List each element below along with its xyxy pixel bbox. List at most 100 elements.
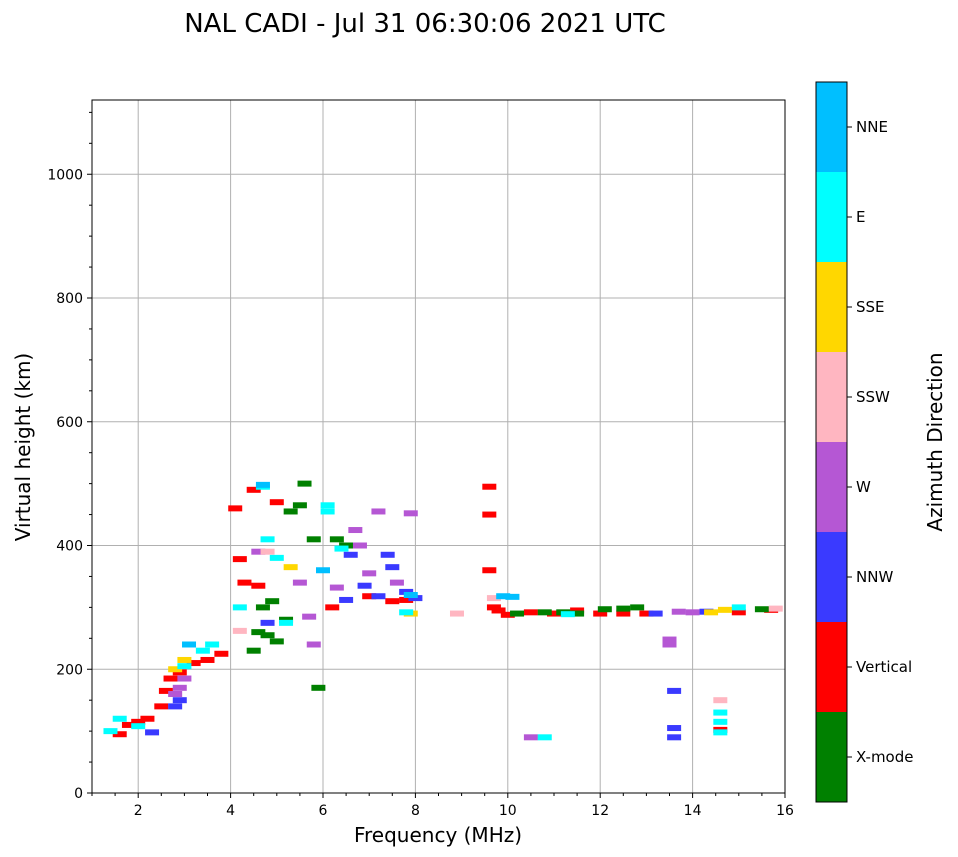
- data-point-w: [302, 613, 317, 620]
- colorbar-category-label: NNW: [856, 568, 893, 586]
- data-point-x-mode: [311, 684, 326, 691]
- colorbar-category-label: Vertical: [856, 658, 912, 676]
- data-point-nnw: [667, 725, 682, 732]
- data-point-sse: [177, 656, 192, 663]
- x-tick-label: 14: [684, 803, 702, 819]
- data-point-x-mode: [570, 610, 585, 617]
- x-tick-label: 6: [319, 803, 328, 819]
- data-point-ssw: [449, 610, 464, 617]
- colorbar-category-label: X-mode: [856, 748, 913, 766]
- data-point-w: [662, 641, 677, 648]
- colorbar-segment: [816, 172, 847, 262]
- data-point-e: [131, 723, 146, 730]
- colorbar-segment: [816, 82, 847, 172]
- data-point-nnw: [380, 551, 395, 558]
- x-tick-label: 16: [776, 803, 794, 819]
- y-tick-label: 1000: [47, 167, 83, 183]
- data-point-sse: [283, 564, 298, 571]
- data-point-nnw: [667, 734, 682, 741]
- data-point-sse: [704, 609, 719, 616]
- data-point-nne: [182, 641, 197, 648]
- data-point-vertical: [232, 556, 247, 563]
- colorbar-segment: [816, 532, 847, 622]
- x-axis-label: Frequency (MHz): [354, 823, 522, 847]
- colorbar-segment: [816, 352, 847, 442]
- colorbar-segment: [816, 262, 847, 352]
- data-point-nne: [505, 593, 520, 600]
- chart-title: NAL CADI - Jul 31 06:30:06 2021 UTC: [184, 9, 666, 39]
- x-tick-label: 8: [411, 803, 420, 819]
- data-point-e: [713, 718, 728, 725]
- data-point-vertical: [237, 579, 252, 586]
- colorbar-category-label: E: [856, 208, 865, 226]
- data-point-x-mode: [279, 616, 294, 623]
- data-point-w: [671, 608, 686, 615]
- data-point-w: [348, 527, 363, 534]
- data-point-vertical: [163, 675, 178, 682]
- data-point-x-mode: [630, 604, 645, 611]
- colorbar-frame: [815, 81, 848, 803]
- data-point-x-mode: [265, 598, 280, 605]
- y-tick-label: 200: [56, 662, 83, 678]
- y-tick-label: 400: [56, 539, 83, 555]
- data-point-w: [371, 508, 386, 515]
- data-point-w: [329, 584, 344, 591]
- data-point-vertical: [200, 656, 215, 663]
- data-point-vertical: [251, 582, 266, 589]
- x-tick-label: 12: [591, 803, 609, 819]
- data-point-vertical: [486, 604, 501, 611]
- data-point-w: [168, 691, 183, 697]
- data-point-vertical: [482, 511, 497, 518]
- data-point-e: [232, 604, 247, 611]
- data-point-x-mode: [269, 638, 284, 645]
- data-point-e: [103, 728, 118, 735]
- data-point-vertical: [500, 611, 515, 618]
- x-tick-label: 4: [226, 803, 235, 819]
- data-point-w: [172, 684, 187, 691]
- data-point-vertical: [731, 609, 746, 616]
- data-point-nnw: [172, 697, 187, 704]
- data-point-x-mode: [246, 647, 261, 654]
- data-point-ssw: [713, 697, 728, 704]
- data-point-w: [403, 510, 418, 517]
- data-point-x-mode: [306, 536, 321, 543]
- data-point-ssw: [768, 605, 783, 612]
- data-point-sse: [168, 666, 183, 673]
- y-tick-label: 0: [74, 786, 83, 802]
- data-point-nne: [496, 593, 511, 600]
- data-point-vertical: [616, 610, 631, 617]
- data-point-w: [251, 548, 266, 555]
- colorbar-category-label: NNE: [856, 118, 888, 136]
- data-point-nnw: [260, 619, 275, 626]
- data-point-e: [269, 554, 284, 561]
- data-point-w: [389, 579, 404, 586]
- data-point-x-mode: [537, 609, 552, 616]
- data-point-e: [731, 604, 746, 611]
- data-point-e: [112, 715, 127, 722]
- data-point-vertical: [482, 567, 497, 574]
- data-point-nnw: [357, 582, 372, 589]
- data-point-nnw: [408, 595, 423, 602]
- colorbar-segment: [816, 622, 847, 712]
- colorbar-segment: [816, 712, 847, 802]
- data-point-e: [320, 502, 335, 509]
- data-point-ssw: [232, 627, 247, 634]
- data-point-ssw: [486, 595, 501, 602]
- data-point-vertical: [570, 607, 585, 614]
- data-point-w: [292, 579, 307, 586]
- x-tick-label: 10: [499, 803, 517, 819]
- data-point-ssw: [260, 548, 275, 555]
- data-point-w: [177, 675, 192, 682]
- data-point-e: [560, 611, 575, 618]
- data-point-vertical: [491, 607, 506, 614]
- data-point-vertical: [269, 499, 284, 506]
- data-point-x-mode: [260, 632, 275, 639]
- data-point-w: [362, 570, 377, 577]
- data-point-vertical: [172, 669, 187, 676]
- data-point-nnw: [339, 596, 354, 603]
- data-point-x-mode: [339, 542, 354, 549]
- y-axis-ticks: 0 200 400 600 800 1000: [47, 111, 92, 802]
- grid: [92, 100, 786, 794]
- data-point-vertical: [131, 718, 146, 725]
